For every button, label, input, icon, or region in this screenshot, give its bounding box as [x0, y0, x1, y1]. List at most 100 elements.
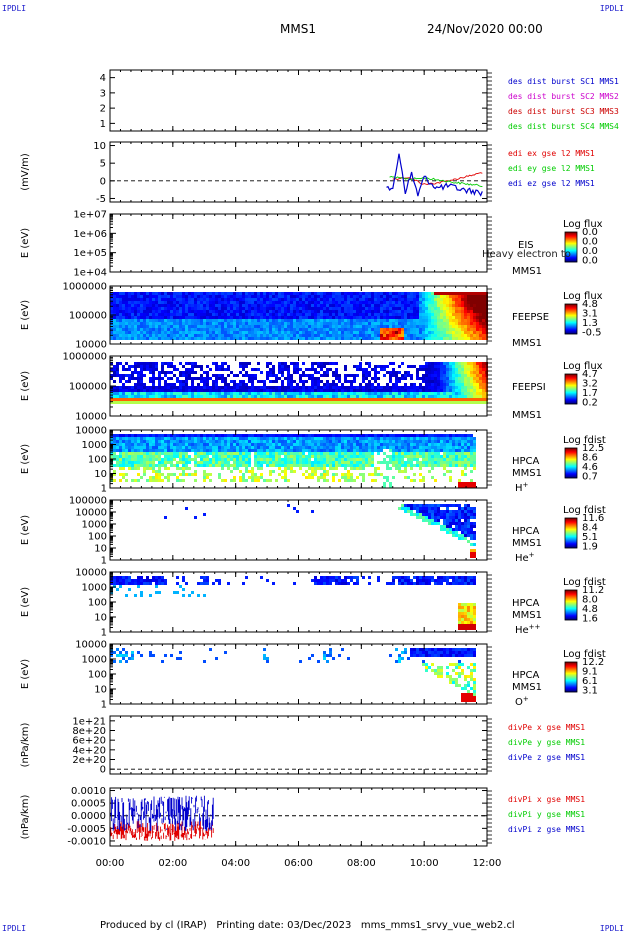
feepse-cell [125, 331, 128, 334]
feepse-cell [332, 313, 335, 316]
eis-colorbar-cell [565, 248, 577, 250]
feepsi-cell [401, 395, 404, 398]
hpca_h-cell [233, 479, 236, 482]
feepse-cell [122, 292, 125, 295]
feepsi-cell [197, 398, 200, 401]
hpca_h-cell [230, 464, 233, 467]
feepsi-cell [185, 383, 188, 386]
feepsi-cell [284, 398, 287, 401]
feepse-cell [335, 310, 338, 313]
feepse-cell [128, 313, 131, 316]
hpca_h-cell [179, 443, 182, 446]
hpca_h-cell [203, 446, 206, 449]
feepsi-cell [407, 365, 410, 368]
eis-colorbar-cell [565, 240, 577, 242]
feepsi-cell [332, 386, 335, 389]
feepsi-cell [314, 392, 317, 395]
feepsi-cell [143, 374, 146, 377]
feepsi-cell [260, 371, 263, 374]
feepse-cell [188, 298, 191, 301]
feepsi-cell [479, 380, 482, 383]
hpca_h-cell [260, 473, 263, 476]
feepsi-cell [467, 392, 470, 395]
hpca_h-cell [185, 473, 188, 476]
feepsi-cell [443, 398, 446, 401]
feepsi-cell [269, 401, 272, 404]
hpca_h-cell [143, 464, 146, 467]
feepse-cell [281, 292, 284, 295]
feepse-cell [185, 298, 188, 301]
feepsi-cell [428, 377, 431, 380]
feepse-cell [182, 292, 185, 295]
feepse-cell [371, 304, 374, 307]
hpca_h-cell [212, 443, 215, 446]
hpca_h-cell [251, 476, 254, 479]
feepsi-cell [413, 398, 416, 401]
feepse-cell [452, 292, 455, 295]
feepsi-cell [245, 362, 248, 365]
feepse-cell [233, 319, 236, 322]
feepsi-cell [452, 362, 455, 365]
feepsi-cell [464, 362, 467, 365]
feepse-cell [194, 295, 197, 298]
feepse-cell [167, 337, 170, 340]
feepse-cell [251, 334, 254, 337]
hpca_h-cell [206, 455, 209, 458]
feepse-cell [323, 328, 326, 331]
feepsi-cell [380, 401, 383, 404]
hpca_h-cell [137, 434, 140, 437]
feepsi-cell [233, 392, 236, 395]
feepse-cell [317, 325, 320, 328]
hpca_h-cell [272, 434, 275, 437]
feepse-cell [125, 316, 128, 319]
feepse-cell [209, 322, 212, 325]
feepsi-cell [146, 368, 149, 371]
feepse-cell [311, 307, 314, 310]
eis-ytick-label: 1e+05 [73, 248, 107, 259]
feepsi-cell [266, 362, 269, 365]
feepse-cell [446, 337, 449, 340]
feepse-cell [137, 295, 140, 298]
hpca_h-cell [269, 464, 272, 467]
feepsi-cell [143, 362, 146, 365]
feepse-cell [389, 313, 392, 316]
feepsi-cell [149, 398, 152, 401]
feepse-cell [404, 301, 407, 304]
feepse-cell [116, 313, 119, 316]
hpca_h-cell [149, 440, 152, 443]
feepse-cell [146, 295, 149, 298]
feepse-cell [383, 307, 386, 310]
feepse-cell [113, 316, 116, 319]
feepse-cell [329, 331, 332, 334]
feepse-cell [203, 322, 206, 325]
feepse-cell [344, 307, 347, 310]
feepse-cell [233, 304, 236, 307]
hpca_h-cell [221, 440, 224, 443]
feepsi-cell [431, 383, 434, 386]
feepse-cell [344, 304, 347, 307]
feepse-cell [248, 298, 251, 301]
feepse-cell [383, 313, 386, 316]
feepsi-cell [455, 380, 458, 383]
feepse-cell [323, 325, 326, 328]
feepse-cell [413, 319, 416, 322]
feepse-cell [395, 334, 398, 337]
feepse-cell [281, 310, 284, 313]
feepsi-cell [326, 398, 329, 401]
feepsi-cell [470, 362, 473, 365]
feepse-cell [341, 295, 344, 298]
hpca_h-cell [254, 440, 257, 443]
feepsi-cell [410, 395, 413, 398]
feepse-cell [254, 310, 257, 313]
feepsi-cell [227, 374, 230, 377]
hpca_h-cell [179, 440, 182, 443]
feepse-cell [359, 316, 362, 319]
feepse-cell [317, 307, 320, 310]
hpca_h-cell [167, 461, 170, 464]
feepsi-cell [458, 368, 461, 371]
feepse-cell [347, 292, 350, 295]
feepsi-cell [437, 377, 440, 380]
feepsi-cell [152, 401, 155, 404]
feepsi-cell [125, 380, 128, 383]
feepse-cell [176, 334, 179, 337]
